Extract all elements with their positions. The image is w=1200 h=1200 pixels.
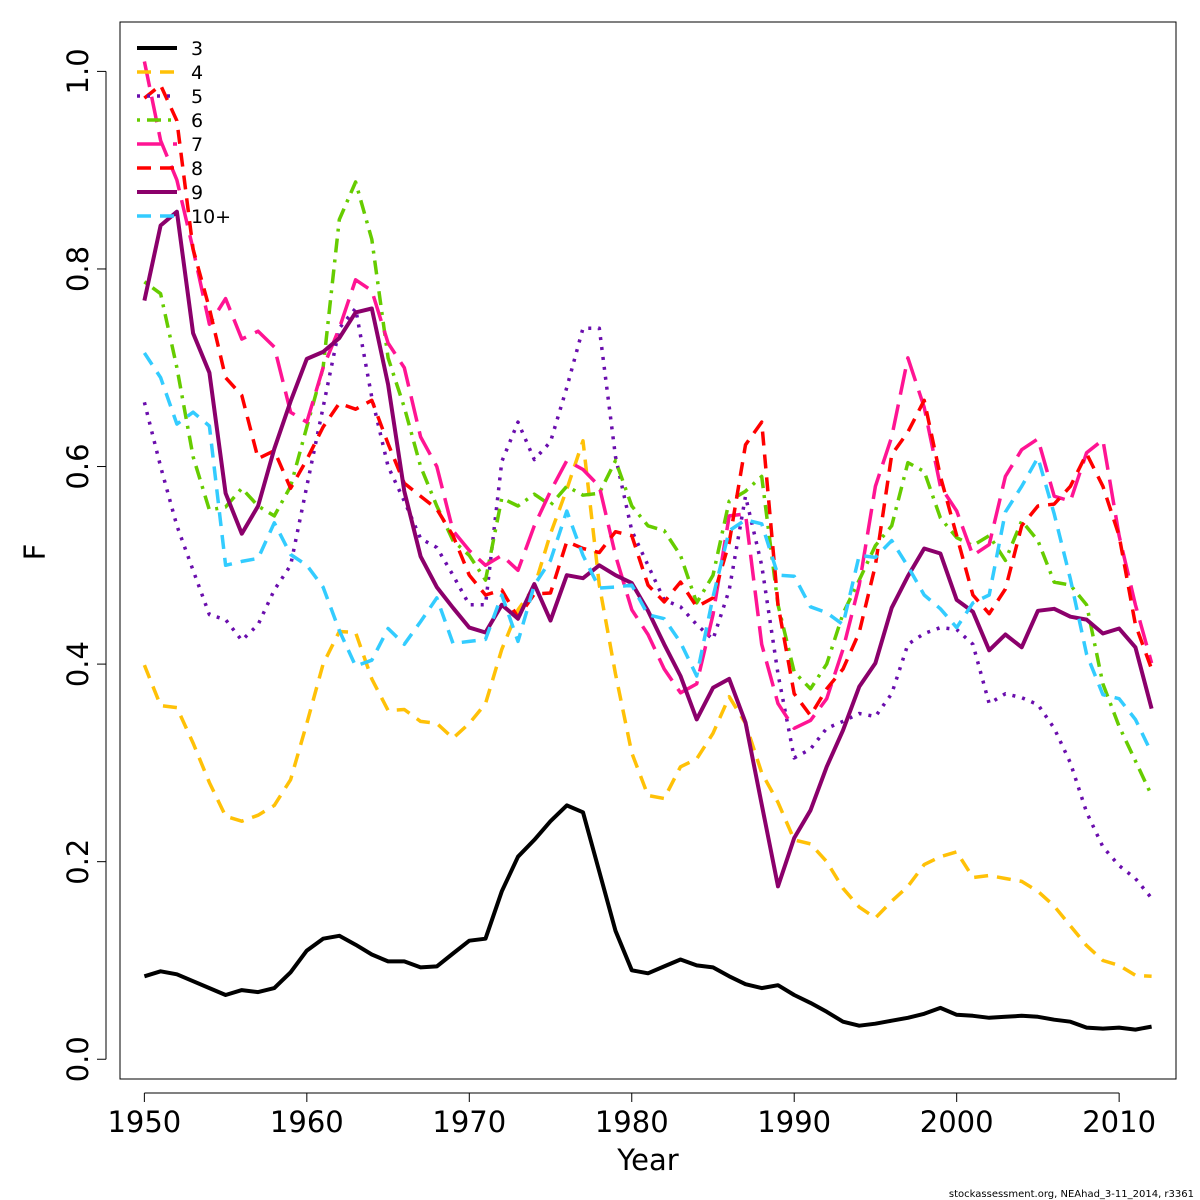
y-tick-label: 0.2 — [61, 839, 95, 885]
legend-label: 7 — [191, 134, 203, 156]
y-tick-label: 1.0 — [61, 48, 95, 94]
x-axis: 1950 1960 1970 1980 1990 2000 2010 — [107, 1092, 1156, 1139]
footer-note: stockassessment.org, NEAhad_3-11_2014, r… — [949, 1189, 1194, 1200]
x-tick-label: 2010 — [1082, 1105, 1156, 1139]
series-line-10plus — [142, 351, 1154, 754]
y-tick-label: 0.4 — [61, 641, 95, 687]
y-tick-label: 0.0 — [61, 1036, 95, 1082]
y-tick-label: 0.8 — [61, 246, 95, 292]
legend-label: 9 — [191, 182, 203, 204]
series-layer — [142, 61, 1154, 1032]
series-line-6 — [143, 180, 1154, 797]
x-tick-label: 1990 — [757, 1105, 831, 1139]
series-line-4 — [142, 439, 1152, 979]
x-tick-label: 1970 — [432, 1105, 506, 1139]
series-line-8 — [143, 83, 1154, 718]
y-axis: 0.0 0.2 0.4 0.6 0.8 1.0 — [61, 48, 107, 1082]
series-line-3 — [143, 803, 1152, 1032]
y-tick-label: 0.6 — [61, 443, 95, 489]
x-axis-title: Year — [616, 1143, 678, 1177]
x-tick-label: 1950 — [107, 1105, 181, 1139]
plot-frame — [119, 21, 1177, 1080]
legend-label: 5 — [191, 86, 203, 108]
x-tick-label: 1960 — [270, 1105, 344, 1139]
x-tick-label: 1980 — [595, 1105, 669, 1139]
legend-label: 3 — [191, 38, 203, 60]
series-line-7 — [142, 61, 1154, 731]
legend-label: 8 — [191, 158, 203, 180]
legend-label: 6 — [191, 110, 203, 132]
y-axis-title: F — [18, 544, 52, 561]
series-line-9 — [142, 209, 1154, 889]
legend-label: 10+ — [191, 206, 231, 228]
x-tick-label: 2000 — [920, 1105, 994, 1139]
legend-label: 4 — [191, 62, 203, 84]
